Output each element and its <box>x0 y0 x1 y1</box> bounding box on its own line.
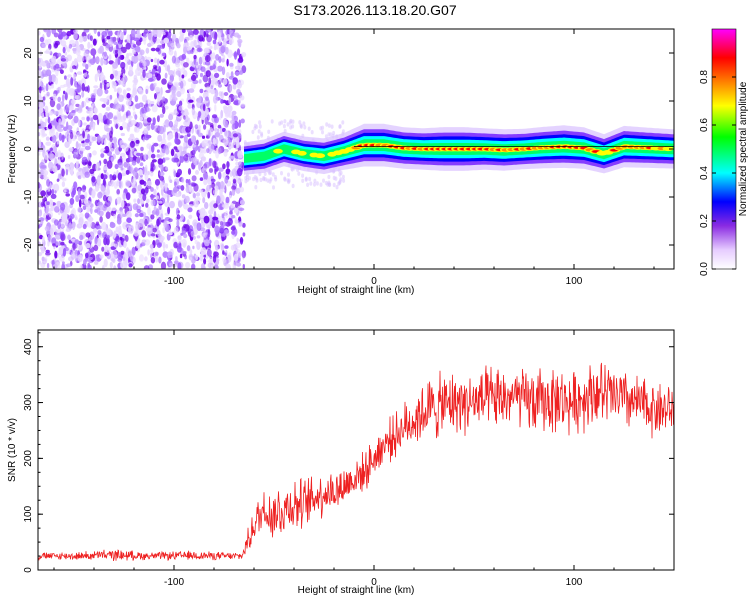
snr-marks <box>38 362 674 562</box>
x-tick-label: 100 <box>566 577 583 588</box>
signal-core <box>662 146 674 152</box>
snr-xlabel: Height of straight line (km) <box>298 585 415 596</box>
y-tick-label: 20 <box>23 47 34 59</box>
y-tick-label: 0 <box>23 567 34 573</box>
y-tick-label: 200 <box>23 450 34 467</box>
y-tick-label: -20 <box>23 237 34 252</box>
colorbar-tick-label: 0.0 <box>699 262 710 276</box>
snr-ylabel: SNR (10 * v/v) <box>7 418 18 482</box>
x-tick-label: 0 <box>371 276 377 287</box>
spectrogram-y-ticks: -20 -10 0 10 20 <box>23 28 674 270</box>
y-tick-label: 10 <box>23 95 34 107</box>
x-tick-label: -100 <box>164 577 184 588</box>
signal-track <box>244 123 674 175</box>
y-tick-label: 400 <box>23 338 34 355</box>
colorbar-ticks: 0.0 0.2 0.4 0.6 0.8 <box>699 70 736 276</box>
spectrogram-ylabel: Frequency (Hz) <box>7 115 18 184</box>
colorbar-tick-label: 0.8 <box>699 70 710 84</box>
signal-core <box>297 150 307 156</box>
y-tick-label: 300 <box>23 394 34 411</box>
y-tick-label: 100 <box>23 505 34 522</box>
noise-speckle <box>38 29 346 269</box>
spectrogram-xlabel: Height of straight line (km) <box>298 285 415 296</box>
spectrogram-x-ticks: -100 0 100 <box>53 29 655 287</box>
signal-core <box>273 148 283 154</box>
colorbar-tick-label: 0.6 <box>699 118 710 132</box>
snr-y-ticks: 0 100 200 300 400 <box>23 332 674 573</box>
colorbar-gradient <box>711 28 737 270</box>
colorbar-tick-label: 0.2 <box>699 214 710 228</box>
colorbar-label: Normalized spectral amplitude <box>738 81 749 216</box>
x-tick-label: 0 <box>371 577 377 588</box>
signal-core <box>314 153 326 159</box>
colorbar-tick-label: 0.4 <box>699 166 710 180</box>
figure-title: S173.2026.113.18.20.G07 <box>293 2 457 18</box>
x-tick-label: -100 <box>164 276 184 287</box>
y-tick-label: 0 <box>23 146 34 152</box>
snr-line <box>38 362 674 562</box>
colorbar: 0.0 0.2 0.4 0.6 0.8 Normalized spectral ampl… <box>699 28 749 276</box>
snr-panel: -100 0 100 0 100 200 300 400 Height of straigh… <box>7 329 675 596</box>
spectrogram-marks <box>38 29 674 269</box>
snr-x-ticks: -100 0 100 <box>53 330 655 588</box>
x-tick-label: 100 <box>566 276 583 287</box>
snr-frame <box>37 329 675 571</box>
y-tick-label: -10 <box>23 189 34 204</box>
